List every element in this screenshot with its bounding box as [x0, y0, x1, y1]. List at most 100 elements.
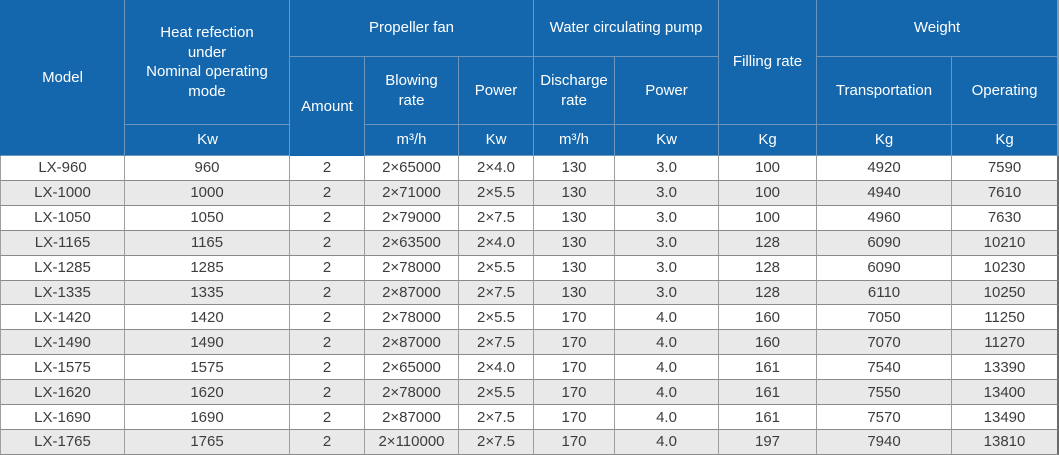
cell-heat-reflection: 1690	[125, 405, 290, 430]
cell-pump-power: 4.0	[615, 305, 720, 331]
cell-fan-amount: 2	[290, 205, 365, 231]
cell-fan-amount: 2	[290, 405, 365, 430]
cell-fan-amount: 2	[290, 305, 365, 331]
table-row: LX-1420 1420 2 2×78000 2×5.5 170 4.0 160 7050 112…	[0, 305, 1059, 331]
cell-operating: 7610	[952, 180, 1059, 206]
header-filling-rate: Filling rate	[719, 0, 818, 125]
cell-fan-amount: 2	[290, 180, 365, 206]
table-row: LX-960 960 2 2×65000 2×4.0 130 3.0 100 4920 7590	[0, 156, 1059, 181]
unit-blowing-rate: m³/h	[365, 125, 459, 156]
cell-fan-power: 2×7.5	[459, 330, 535, 356]
cell-discharge-rate: 130	[534, 280, 616, 306]
cell-blowing-rate: 2×87000	[365, 330, 459, 356]
cell-model: LX-960	[0, 156, 125, 181]
cell-blowing-rate: 2×78000	[365, 380, 459, 406]
cell-pump-power: 4.0	[615, 405, 720, 430]
header-pump-power: Power	[615, 57, 720, 125]
header-fan-power: Power	[459, 57, 535, 125]
cell-blowing-rate: 2×78000	[365, 255, 459, 281]
cell-heat-reflection: 1335	[125, 280, 290, 306]
cell-operating: 7590	[952, 156, 1059, 181]
cell-transportation: 4920	[817, 156, 953, 181]
table-row: LX-1490 1490 2 2×87000 2×7.5 170 4.0 160 7070 112…	[0, 330, 1059, 356]
unit-discharge-rate: m³/h	[534, 125, 616, 156]
cell-heat-reflection: 1285	[125, 255, 290, 281]
cell-discharge-rate: 130	[534, 180, 616, 206]
header-transportation: Transportation	[817, 57, 953, 125]
cell-transportation: 4960	[817, 205, 953, 231]
cell-heat-reflection: 1620	[125, 380, 290, 406]
cell-transportation: 6090	[817, 230, 953, 256]
header-group-water-pump: Water circulating pump	[534, 0, 720, 57]
cell-blowing-rate: 2×110000	[365, 429, 459, 455]
cell-transportation: 4940	[817, 180, 953, 206]
cell-fan-power: 2×7.5	[459, 405, 535, 430]
cell-pump-power: 3.0	[615, 156, 720, 181]
cell-transportation: 7050	[817, 305, 953, 331]
cell-model: LX-1575	[0, 355, 125, 381]
cell-transportation: 6110	[817, 280, 953, 306]
header-operating: Operating	[952, 57, 1059, 125]
cell-operating: 13390	[952, 355, 1059, 381]
cell-blowing-rate: 2×87000	[365, 280, 459, 306]
cell-transportation: 7540	[817, 355, 953, 381]
cell-heat-reflection: 1050	[125, 205, 290, 231]
table-row: LX-1620 1620 2 2×78000 2×5.5 170 4.0 161 7550 134…	[0, 380, 1059, 406]
cell-filling-rate: 100	[719, 156, 818, 181]
table-row: LX-1050 1050 2 2×79000 2×7.5 130 3.0 100 4960 763…	[0, 205, 1059, 231]
cell-transportation: 6090	[817, 255, 953, 281]
table-row: LX-1575 1575 2 2×65000 2×4.0 170 4.0 161 7540 133…	[0, 355, 1059, 381]
header-discharge-rate: Discharge rate	[534, 57, 616, 125]
header-heat-reflection: Heat refection under Nominal operating m…	[125, 0, 290, 125]
cell-fan-amount: 2	[290, 355, 365, 381]
header-sub-row: Amount Blowing rate Power Discharge rate…	[0, 57, 1059, 156]
cell-heat-reflection: 1000	[125, 180, 290, 206]
cell-fan-power: 2×5.5	[459, 255, 535, 281]
cell-discharge-rate: 170	[534, 429, 616, 455]
cell-blowing-rate: 2×63500	[365, 230, 459, 256]
cell-transportation: 7570	[817, 405, 953, 430]
cell-transportation: 7550	[817, 380, 953, 406]
cell-fan-amount: 2	[290, 280, 365, 306]
cell-discharge-rate: 170	[534, 355, 616, 381]
cell-operating: 7630	[952, 205, 1059, 231]
cell-heat-reflection: 1420	[125, 305, 290, 331]
cell-model: LX-1420	[0, 305, 125, 331]
cell-fan-amount: 2	[290, 429, 365, 455]
cell-pump-power: 4.0	[615, 355, 720, 381]
cell-operating: 11270	[952, 330, 1059, 356]
cell-model: LX-1490	[0, 330, 125, 356]
cell-fan-power: 2×4.0	[459, 230, 535, 256]
cell-blowing-rate: 2×65000	[365, 355, 459, 381]
cell-heat-reflection: 1165	[125, 230, 290, 256]
table-row: LX-1335 1335 2 2×87000 2×7.5 130 3.0 128 6110 102…	[0, 280, 1059, 306]
cell-fan-amount: 2	[290, 230, 365, 256]
cell-transportation: 7940	[817, 429, 953, 455]
cell-pump-power: 3.0	[615, 230, 720, 256]
cell-discharge-rate: 170	[534, 305, 616, 331]
cell-heat-reflection: 1765	[125, 429, 290, 455]
cell-fan-power: 2×7.5	[459, 280, 535, 306]
cell-fan-amount: 2	[290, 255, 365, 281]
cell-model: LX-1690	[0, 405, 125, 430]
cell-fan-power: 2×5.5	[459, 180, 535, 206]
header-units-row: Kw m³/h Kw m³/h Kw Kg Kg Kg	[0, 125, 1059, 156]
unit-fan-power: Kw	[459, 125, 535, 156]
cell-model: LX-1165	[0, 230, 125, 256]
cell-heat-reflection: 1490	[125, 330, 290, 356]
cell-filling-rate: 161	[719, 380, 818, 406]
table-body: LX-960 960 2 2×65000 2×4.0 130 3.0 100 4920 7590 L…	[0, 156, 1059, 455]
cell-pump-power: 3.0	[615, 205, 720, 231]
cell-fan-power: 2×5.5	[459, 380, 535, 406]
cell-operating: 10230	[952, 255, 1059, 281]
cell-operating: 11250	[952, 305, 1059, 331]
table-row: LX-1765 1765 2 2×110000 2×7.5 170 4.0 197 7940 13…	[0, 429, 1059, 455]
cell-filling-rate: 128	[719, 280, 818, 306]
cell-blowing-rate: 2×71000	[365, 180, 459, 206]
table-row: LX-1165 1165 2 2×63500 2×4.0 130 3.0 128 6090 102…	[0, 230, 1059, 256]
header-group-propeller-fan: Propeller fan	[290, 0, 535, 57]
cell-filling-rate: 100	[719, 205, 818, 231]
table-header: Model Heat refection under Nominal opera…	[0, 0, 1059, 156]
cell-blowing-rate: 2×87000	[365, 405, 459, 430]
